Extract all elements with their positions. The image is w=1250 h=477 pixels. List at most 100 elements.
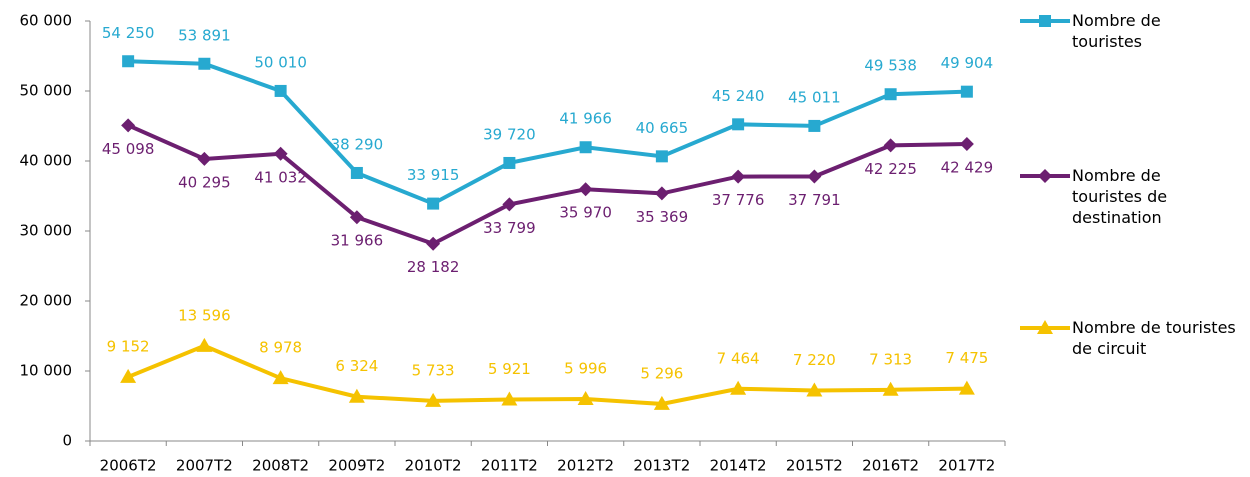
x-tick-label: 2013T2 <box>633 457 690 475</box>
data-label: 50 010 <box>254 53 307 71</box>
legend-marker <box>1039 15 1051 27</box>
x-tick-label: 2012T2 <box>557 457 614 475</box>
point <box>425 392 442 407</box>
y-tick-label: 0 <box>62 432 72 450</box>
data-label: 53 891 <box>178 26 231 44</box>
data-label: 5 921 <box>488 360 531 378</box>
data-label: 40 665 <box>636 119 689 137</box>
x-tick-label: 2014T2 <box>710 457 767 475</box>
point <box>502 197 517 212</box>
x-tick-label: 2006T2 <box>100 457 157 475</box>
point <box>122 55 135 68</box>
point <box>272 370 289 385</box>
data-label: 5 733 <box>412 361 455 379</box>
point <box>274 84 287 97</box>
point <box>578 182 593 197</box>
legend-marker <box>1038 169 1052 183</box>
data-label: 49 538 <box>864 57 917 75</box>
point <box>196 337 213 352</box>
data-label: 45 098 <box>102 140 155 158</box>
x-tick-label: 2008T2 <box>252 457 309 475</box>
data-label: 33 799 <box>483 219 536 237</box>
point <box>197 151 212 166</box>
series-line <box>127 123 967 246</box>
data-label: 13 596 <box>178 306 231 324</box>
x-tick-label: 2017T2 <box>938 457 995 475</box>
point <box>427 197 440 210</box>
point <box>198 57 211 70</box>
point <box>348 388 365 403</box>
legend-entry: Nombre de touristes de circuit <box>1072 318 1236 358</box>
y-tick-label: 30 000 <box>20 222 73 240</box>
y-tick-label: 60 000 <box>20 12 73 30</box>
data-label: 33 915 <box>407 166 460 184</box>
point <box>958 380 975 395</box>
x-tick-label: 2009T2 <box>328 457 385 475</box>
point <box>883 138 898 153</box>
point <box>501 391 518 406</box>
y-tick-label: 20 000 <box>20 292 73 310</box>
data-label: 37 776 <box>712 191 765 209</box>
x-tick-label: 2010T2 <box>405 457 462 475</box>
point <box>653 395 670 410</box>
data-label: 9 152 <box>107 337 150 355</box>
data-label: 28 182 <box>407 258 460 276</box>
x-tick-label: 2015T2 <box>786 457 843 475</box>
data-label: 41 032 <box>254 168 307 186</box>
x-tick-label: 2007T2 <box>176 457 233 475</box>
x-tick-label: 2011T2 <box>481 457 538 475</box>
point <box>120 368 137 383</box>
point <box>960 85 973 98</box>
point <box>503 156 516 169</box>
y-tick-label: 50 000 <box>20 82 73 100</box>
data-label: 35 970 <box>559 204 612 222</box>
data-label: 31 966 <box>331 232 384 250</box>
point <box>350 166 363 179</box>
data-label: 35 369 <box>636 208 689 226</box>
series-line <box>128 59 967 206</box>
data-label: 42 429 <box>941 158 994 176</box>
legend-entry: Nombre de touristes de destination <box>1072 166 1168 227</box>
legend-marker <box>1037 320 1053 334</box>
point <box>655 150 668 163</box>
legend-entry: Nombre de touristes <box>1072 11 1161 51</box>
point <box>577 391 594 406</box>
point <box>654 186 669 201</box>
data-label: 49 904 <box>941 54 994 72</box>
data-label: 42 225 <box>864 160 917 178</box>
data-label: 40 295 <box>178 173 231 191</box>
data-label: 45 240 <box>712 87 765 105</box>
point <box>884 88 897 101</box>
point <box>807 169 822 184</box>
data-label: 7 313 <box>869 350 912 368</box>
data-label: 5 296 <box>640 364 683 382</box>
point <box>121 118 136 133</box>
series-line <box>127 343 967 406</box>
point <box>349 210 364 225</box>
point <box>273 146 288 161</box>
y-tick-label: 10 000 <box>20 362 73 380</box>
data-label: 54 250 <box>102 24 155 42</box>
point <box>731 169 746 184</box>
data-label: 37 791 <box>788 191 841 209</box>
point <box>730 380 747 395</box>
data-label: 7 464 <box>717 349 760 367</box>
point <box>732 118 745 131</box>
point <box>959 136 974 151</box>
y-tick-label: 40 000 <box>20 152 73 170</box>
data-label: 7 475 <box>945 349 988 367</box>
point <box>426 236 441 251</box>
data-label: 6 324 <box>335 357 378 375</box>
point <box>808 119 821 132</box>
x-tick-label: 2016T2 <box>862 457 919 475</box>
data-label: 41 966 <box>559 110 612 128</box>
point <box>882 381 899 396</box>
data-label: 45 011 <box>788 88 841 106</box>
data-label: 8 978 <box>259 339 302 357</box>
data-label: 38 290 <box>331 135 384 153</box>
data-label: 39 720 <box>483 125 536 143</box>
data-label: 5 996 <box>564 360 607 378</box>
data-label: 7 220 <box>793 351 836 369</box>
